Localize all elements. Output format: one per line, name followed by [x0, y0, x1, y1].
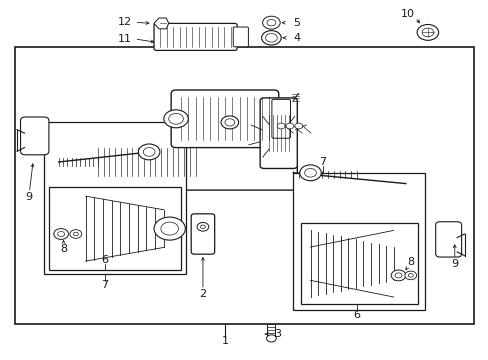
Bar	[44, 122, 185, 274]
Text: 6: 6	[102, 255, 108, 265]
Text: 7: 7	[102, 280, 108, 290]
Circle shape	[404, 271, 416, 280]
Circle shape	[54, 229, 68, 239]
Circle shape	[58, 231, 64, 237]
FancyBboxPatch shape	[435, 222, 461, 257]
Bar	[15, 47, 473, 324]
Circle shape	[421, 28, 433, 37]
Bar	[300, 223, 417, 304]
Text: 2: 2	[199, 289, 206, 300]
Circle shape	[285, 123, 293, 129]
Bar	[49, 187, 181, 270]
Text: 5: 5	[293, 18, 300, 28]
FancyBboxPatch shape	[233, 27, 248, 47]
Circle shape	[277, 123, 285, 129]
Text: 6: 6	[353, 310, 360, 320]
Circle shape	[407, 274, 412, 277]
Circle shape	[294, 123, 302, 129]
Circle shape	[163, 110, 188, 128]
Circle shape	[416, 24, 438, 40]
Circle shape	[299, 165, 321, 181]
FancyBboxPatch shape	[84, 134, 297, 190]
Circle shape	[70, 230, 81, 238]
Circle shape	[265, 33, 277, 42]
Circle shape	[262, 16, 280, 29]
Circle shape	[154, 217, 185, 240]
Circle shape	[261, 31, 281, 45]
FancyBboxPatch shape	[20, 117, 49, 155]
Circle shape	[224, 119, 234, 126]
FancyBboxPatch shape	[171, 90, 278, 148]
Text: 11: 11	[118, 34, 131, 44]
Text: 9: 9	[450, 258, 457, 269]
Circle shape	[143, 148, 155, 156]
Polygon shape	[154, 18, 168, 29]
FancyBboxPatch shape	[260, 98, 297, 168]
Bar	[293, 173, 425, 310]
Text: 1: 1	[221, 336, 228, 346]
FancyBboxPatch shape	[191, 214, 214, 254]
Circle shape	[304, 168, 316, 177]
Text: 8: 8	[407, 257, 413, 267]
Circle shape	[138, 144, 160, 160]
Circle shape	[168, 113, 183, 124]
Text: 7: 7	[319, 157, 325, 167]
Circle shape	[266, 19, 275, 26]
Circle shape	[394, 273, 401, 278]
Circle shape	[221, 116, 238, 129]
FancyBboxPatch shape	[154, 23, 237, 50]
Text: 3: 3	[273, 329, 280, 339]
Text: 9: 9	[25, 192, 32, 202]
Text: 4: 4	[293, 33, 300, 43]
Circle shape	[390, 270, 405, 281]
Text: 8: 8	[60, 244, 67, 254]
Text: 10: 10	[400, 9, 414, 19]
Circle shape	[266, 335, 276, 342]
Text: 12: 12	[118, 17, 131, 27]
FancyBboxPatch shape	[271, 99, 290, 138]
Circle shape	[197, 222, 208, 231]
Circle shape	[161, 222, 178, 235]
Circle shape	[73, 232, 78, 236]
Circle shape	[200, 225, 205, 229]
